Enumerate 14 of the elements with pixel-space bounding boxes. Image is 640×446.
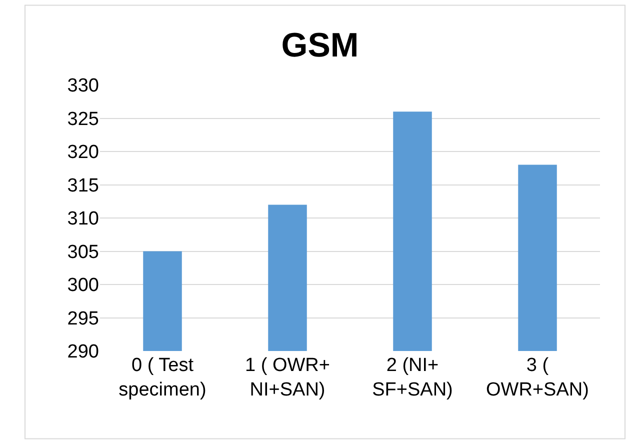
x-tick-label: 0 ( Test specimen) xyxy=(118,355,206,401)
y-tick-label: 320 xyxy=(67,142,99,164)
y-tick-label: 310 xyxy=(67,208,99,230)
x-tick-label: 2 (NI+ SF+SAN) xyxy=(372,355,453,401)
y-tick-label: 325 xyxy=(67,108,99,130)
x-tick-label: 1 ( OWR+ NI+SAN) xyxy=(245,355,330,401)
y-tick-label: 300 xyxy=(67,275,99,296)
y-tick-label: 305 xyxy=(67,242,99,263)
x-tick-label: 3 ( OWR+SAN) xyxy=(486,355,589,401)
y-tick-label: 330 xyxy=(67,76,99,97)
y-tick-label: 315 xyxy=(67,175,99,196)
y-tick-label: 290 xyxy=(67,342,99,363)
y-tick-label: 295 xyxy=(67,308,99,330)
chart-title: GSM xyxy=(281,26,359,64)
